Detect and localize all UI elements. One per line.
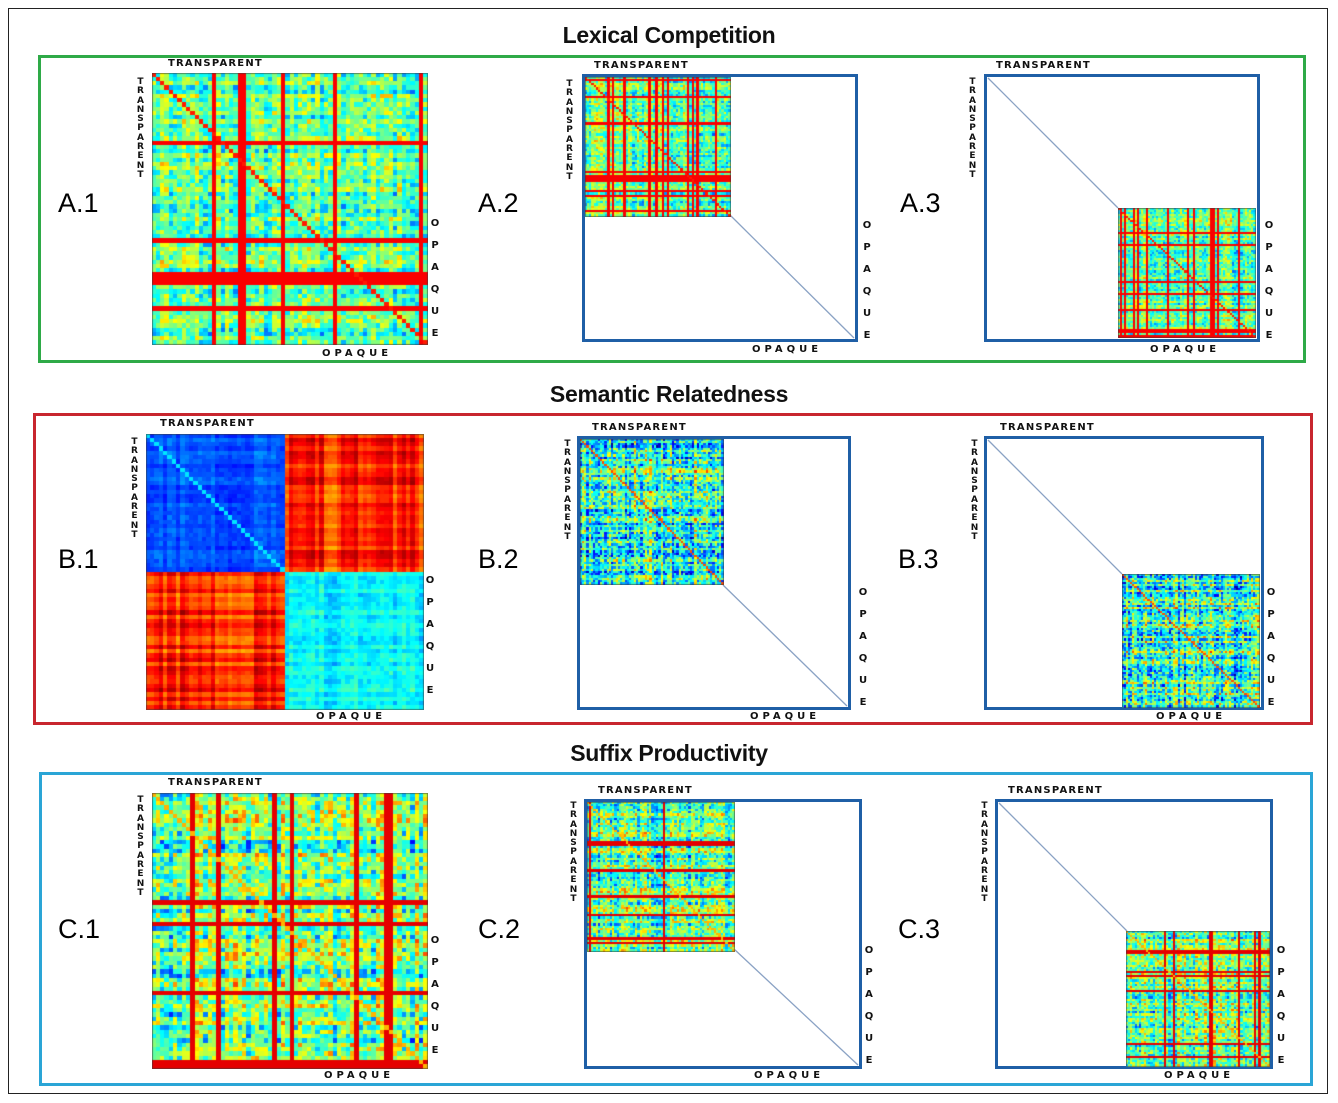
axis-left-label-a3: TRANSPARENT [968,77,977,180]
panel-label-b2: B.2 [478,544,519,574]
axis-top-label-c2: TRANSPARENT [598,785,693,796]
section-box-suffix-productivity [39,772,1313,1086]
axis-bottom-label-a1: OPAQUE [322,348,393,359]
axis-right-label-c2: OPAQUE [864,945,874,1066]
axis-right-label-b1: OPAQUE [425,575,435,696]
axis-top-label-b2: TRANSPARENT [592,422,687,433]
panel-label-b3: B.3 [898,544,939,574]
axis-bottom-label-b2: OPAQUE [750,711,821,722]
section-title-suffix-productivity: Suffix Productivity [570,740,768,766]
diagonal-line-b3 [987,439,1123,575]
axis-right-label-b2: OPAQUE [858,587,868,708]
axis-top-label-b1: TRANSPARENT [160,418,255,429]
panel-label-a3: A.3 [900,188,941,218]
axis-bottom-label-b1: OPAQUE [316,711,387,722]
axis-bottom-label-a2: OPAQUE [752,344,823,355]
diagonal-line-c3 [998,802,1128,932]
axis-left-label-c3: TRANSPARENT [980,801,989,904]
axis-left-label-c1: TRANSPARENT [136,795,145,898]
axis-left-label-b2: TRANSPARENT [563,439,572,542]
axis-right-label-a2: OPAQUE [862,220,872,341]
heatmap-matrix-c1 [152,793,428,1069]
axis-right-label-b3: OPAQUE [1266,587,1276,708]
heatmap-block-a3 [1118,208,1256,338]
axis-bottom-label-a3: OPAQUE [1150,344,1221,355]
axis-top-label-a1: TRANSPARENT [168,58,263,69]
axis-left-label-c2: TRANSPARENT [569,801,578,904]
axis-left-label-a2: TRANSPARENT [565,79,574,182]
section-title-semantic-relatedness: Semantic Relatedness [549,381,789,407]
axis-bottom-label-b3: OPAQUE [1156,711,1227,722]
axis-top-label-b3: TRANSPARENT [1000,422,1095,433]
panel-label-a1: A.1 [58,188,99,218]
axis-left-label-a1: TRANSPARENT [136,77,145,180]
axis-right-label-c3: OPAQUE [1276,945,1286,1066]
axis-bottom-label-c1: OPAQUE [324,1070,395,1081]
section-box-lexical-competition [38,55,1306,363]
heatmap-matrix-b1 [146,434,424,710]
axis-bottom-label-c2: OPAQUE [754,1070,825,1081]
diagonal-line-b2 [722,584,848,707]
diagonal-line-a3 [987,77,1119,209]
heatmap-block-a2 [585,77,731,217]
panel-label-c3: C.3 [898,914,941,944]
heatmap-block-b3 [1122,574,1260,708]
heatmap-block-b2 [580,439,724,585]
axis-top-label-a3: TRANSPARENT [996,60,1091,71]
axis-top-label-c3: TRANSPARENT [1008,785,1103,796]
heatmap-block-c3 [1126,931,1270,1067]
axis-top-label-a2: TRANSPARENT [594,60,689,71]
axis-right-label-a3: OPAQUE [1264,220,1274,341]
axis-right-label-c1: OPAQUE [430,935,440,1056]
figure-frame [8,8,1328,1094]
section-title-lexical-competition: Lexical Competition [562,22,776,48]
heatmap-block-c2 [587,802,735,952]
panel-label-b1: B.1 [58,544,99,574]
heatmap-matrix-a1 [152,73,428,345]
section-box-semantic-relatedness [33,413,1313,725]
panel-label-c2: C.2 [478,914,521,944]
axis-bottom-label-c3: OPAQUE [1164,1070,1235,1081]
axis-top-label-c1: TRANSPARENT [168,777,263,788]
panel-label-c1: C.1 [58,914,101,944]
axis-left-label-b1: TRANSPARENT [130,437,139,540]
axis-left-label-b3: TRANSPARENT [970,439,979,542]
diagonal-line-a2 [729,214,855,339]
diagonal-line-c2 [733,948,859,1066]
axis-right-label-a1: OPAQUE [430,218,440,339]
panel-label-a2: A.2 [478,188,519,218]
